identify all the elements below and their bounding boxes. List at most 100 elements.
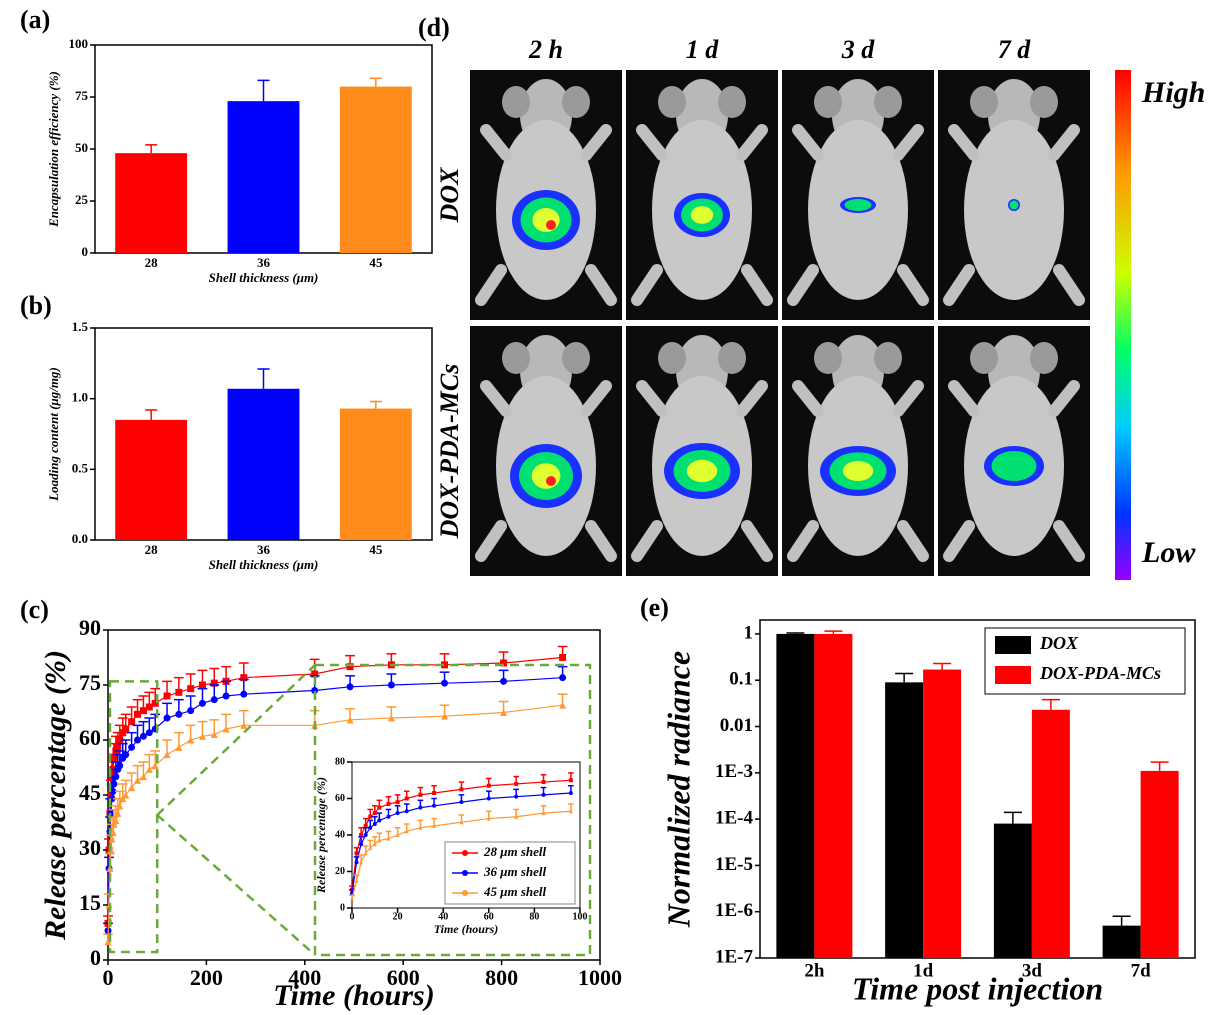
y-tick-label: 45 bbox=[79, 780, 101, 805]
point bbox=[432, 803, 437, 808]
point bbox=[198, 699, 206, 707]
panel-label: (d) bbox=[418, 13, 450, 42]
x-tick-label: 2h bbox=[804, 960, 825, 981]
signal bbox=[546, 476, 556, 486]
point bbox=[110, 820, 118, 828]
bar bbox=[1031, 709, 1070, 958]
point bbox=[368, 814, 373, 819]
x-tick-label: 800 bbox=[485, 965, 518, 990]
point bbox=[114, 743, 122, 751]
y-tick-label: 50 bbox=[75, 140, 88, 155]
legend-marker bbox=[462, 850, 468, 856]
point bbox=[441, 712, 449, 720]
point bbox=[311, 670, 319, 678]
point bbox=[372, 822, 377, 827]
point bbox=[104, 938, 112, 946]
panel-label: (e) bbox=[640, 593, 669, 622]
row-label: DOX bbox=[435, 167, 464, 224]
point bbox=[106, 864, 114, 872]
point bbox=[404, 796, 409, 801]
x-tick-label: 1000 bbox=[578, 965, 622, 990]
point bbox=[459, 787, 464, 792]
signal bbox=[991, 451, 1037, 481]
y-tick-label: 0 bbox=[82, 244, 89, 259]
legend-marker bbox=[462, 870, 468, 876]
point bbox=[568, 809, 573, 814]
point bbox=[128, 743, 136, 751]
point bbox=[363, 823, 368, 828]
point bbox=[108, 835, 116, 843]
point bbox=[110, 754, 118, 762]
y-tick-label: 1.5 bbox=[72, 319, 89, 334]
point bbox=[441, 661, 449, 669]
point bbox=[187, 685, 195, 693]
legend-swatch bbox=[995, 636, 1031, 654]
point bbox=[116, 762, 124, 770]
bar bbox=[776, 633, 815, 958]
mouse-ear bbox=[658, 342, 686, 374]
mouse-ear bbox=[718, 342, 746, 374]
y-tick-label: 1E-5 bbox=[715, 854, 753, 875]
y-tick-label: 0.5 bbox=[72, 460, 89, 475]
point bbox=[486, 783, 491, 788]
point bbox=[500, 659, 508, 667]
point bbox=[163, 714, 171, 722]
y-tick-label: 1E-4 bbox=[715, 807, 754, 828]
y-tick-label: 1 bbox=[744, 622, 754, 643]
column-label: 2 h bbox=[528, 35, 563, 64]
y-axis-label: Normalized radiance bbox=[660, 651, 696, 928]
point bbox=[363, 851, 368, 856]
y-tick-label: 1E-6 bbox=[715, 900, 753, 921]
point bbox=[368, 825, 373, 830]
point bbox=[116, 736, 124, 744]
point bbox=[386, 836, 391, 841]
point bbox=[240, 721, 248, 729]
y-tick-label: 15 bbox=[79, 890, 101, 915]
mouse-ear bbox=[658, 86, 686, 118]
mouse-legs bbox=[631, 124, 773, 306]
mouse-ear bbox=[814, 86, 842, 118]
signal bbox=[546, 220, 556, 230]
signal bbox=[686, 459, 718, 483]
point bbox=[163, 751, 171, 759]
x-axis-label: Time post injection bbox=[852, 970, 1103, 1006]
mouse-legs bbox=[631, 380, 773, 562]
x-tick-label: 600 bbox=[387, 965, 420, 990]
y-tick-label: 0.1 bbox=[729, 669, 753, 690]
y-tick-label: 0 bbox=[90, 945, 101, 970]
mouse-legs bbox=[943, 380, 1085, 562]
point bbox=[354, 860, 359, 865]
signal bbox=[1009, 200, 1019, 210]
point bbox=[198, 732, 206, 740]
y-tick-label: 80 bbox=[335, 756, 345, 767]
point bbox=[139, 773, 147, 781]
point bbox=[114, 809, 122, 817]
x-tick-label: 36 bbox=[257, 542, 271, 557]
point bbox=[240, 674, 248, 682]
point bbox=[559, 701, 567, 709]
point bbox=[128, 784, 136, 792]
axes-frame bbox=[759, 619, 1196, 959]
mouse-ear bbox=[814, 342, 842, 374]
panel-label: (b) bbox=[20, 291, 52, 320]
x-tick-label: 1d bbox=[913, 960, 934, 981]
mouse-ear bbox=[1030, 86, 1058, 118]
bar bbox=[1140, 770, 1179, 958]
y-tick-label: 0 bbox=[340, 902, 345, 913]
point bbox=[387, 714, 395, 722]
point bbox=[210, 679, 218, 687]
legend-label: 45 μm shell bbox=[483, 884, 547, 899]
mouse-legs bbox=[787, 124, 929, 306]
mouse-ear bbox=[502, 86, 530, 118]
point bbox=[163, 692, 171, 700]
legend-marker bbox=[462, 890, 468, 896]
point bbox=[346, 716, 354, 724]
column-label: 7 d bbox=[998, 35, 1032, 64]
point bbox=[145, 703, 153, 711]
point bbox=[568, 778, 573, 783]
legend-swatch bbox=[995, 666, 1031, 684]
mouse-legs bbox=[475, 380, 617, 562]
point bbox=[372, 842, 377, 847]
legend-label: 36 μm shell bbox=[483, 864, 547, 879]
